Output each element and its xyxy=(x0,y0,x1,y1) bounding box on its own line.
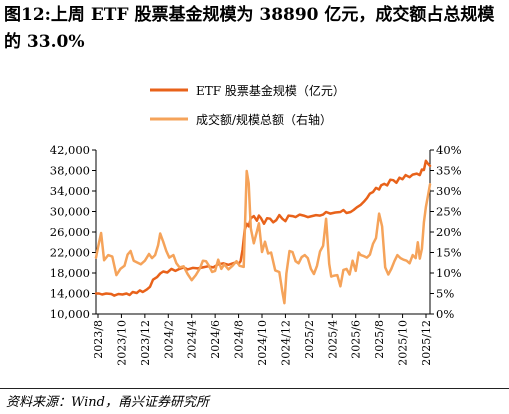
x-tick-label: 2023/8 xyxy=(92,320,105,359)
x-tick-label: 2025/2 xyxy=(303,320,316,359)
x-tick-label: 2024/4 xyxy=(186,320,199,359)
x-tick-label: 2025/8 xyxy=(373,320,386,359)
left-tick-label: 18,000 xyxy=(50,266,90,280)
x-tick-label: 2023/12 xyxy=(139,320,152,366)
right-tick-label: 5% xyxy=(436,287,454,301)
x-tick-label: 2024/6 xyxy=(209,320,222,359)
x-tick-label: 2025/10 xyxy=(397,320,410,366)
right-tick-label: 25% xyxy=(436,205,462,219)
axes: 10,000 14,000 18,000 22,000 26,000 30,000 34,0… xyxy=(50,143,462,366)
right-tick-label: 30% xyxy=(436,184,462,198)
left-tick-label: 14,000 xyxy=(50,287,90,301)
right-tick-label: 0% xyxy=(436,307,454,321)
x-tick-label: 2025/6 xyxy=(350,320,363,359)
left-tick-label: 30,000 xyxy=(50,205,90,219)
series-line-turnover xyxy=(94,169,432,305)
legend: ETF 股票基金规模（亿元） 成交额/规模总额（右轴） xyxy=(150,83,345,127)
x-tick-label: 2024/2 xyxy=(162,320,175,359)
source-note: 资料来源：Wind，甬兴证券研究所 xyxy=(6,395,209,410)
right-tick-label: 35% xyxy=(436,164,462,178)
right-tick-label: 10% xyxy=(436,266,462,280)
right-tick-label: 15% xyxy=(436,246,462,260)
x-tick-label: 2024/12 xyxy=(279,320,292,366)
legend-label-turnover: 成交额/规模总额（右轴） xyxy=(196,112,332,127)
left-tick-label: 34,000 xyxy=(50,184,90,198)
chart-title: 图12:上周 ETF 股票基金规模为 38890 亿元，成交额占总规模的 33.… xyxy=(4,5,495,52)
left-tick-label: 38,000 xyxy=(50,164,90,178)
left-tick-label: 22,000 xyxy=(50,246,90,260)
chart-svg: ETF 股票基金规模（亿元） 成交额/规模总额（右轴） 10,000 14,000… xyxy=(50,83,462,366)
legend-label-scale: ETF 股票基金规模（亿元） xyxy=(196,83,345,98)
right-tick-label: 40% xyxy=(436,143,462,157)
right-tick-label: 20% xyxy=(436,225,462,239)
left-tick-label: 26,000 xyxy=(50,225,90,239)
x-tick-label: 2025/12 xyxy=(420,320,433,366)
x-tick-label: 2024/10 xyxy=(256,320,269,366)
footer-divider xyxy=(0,388,509,389)
left-tick-label: 42,000 xyxy=(50,143,90,157)
series-line-scale xyxy=(94,159,432,297)
left-tick-label: 10,000 xyxy=(50,307,90,321)
x-tick-label: 2024/8 xyxy=(233,320,246,359)
x-tick-label: 2023/10 xyxy=(115,320,128,366)
series-lines xyxy=(94,159,432,305)
x-tick-label: 2025/4 xyxy=(326,320,339,359)
